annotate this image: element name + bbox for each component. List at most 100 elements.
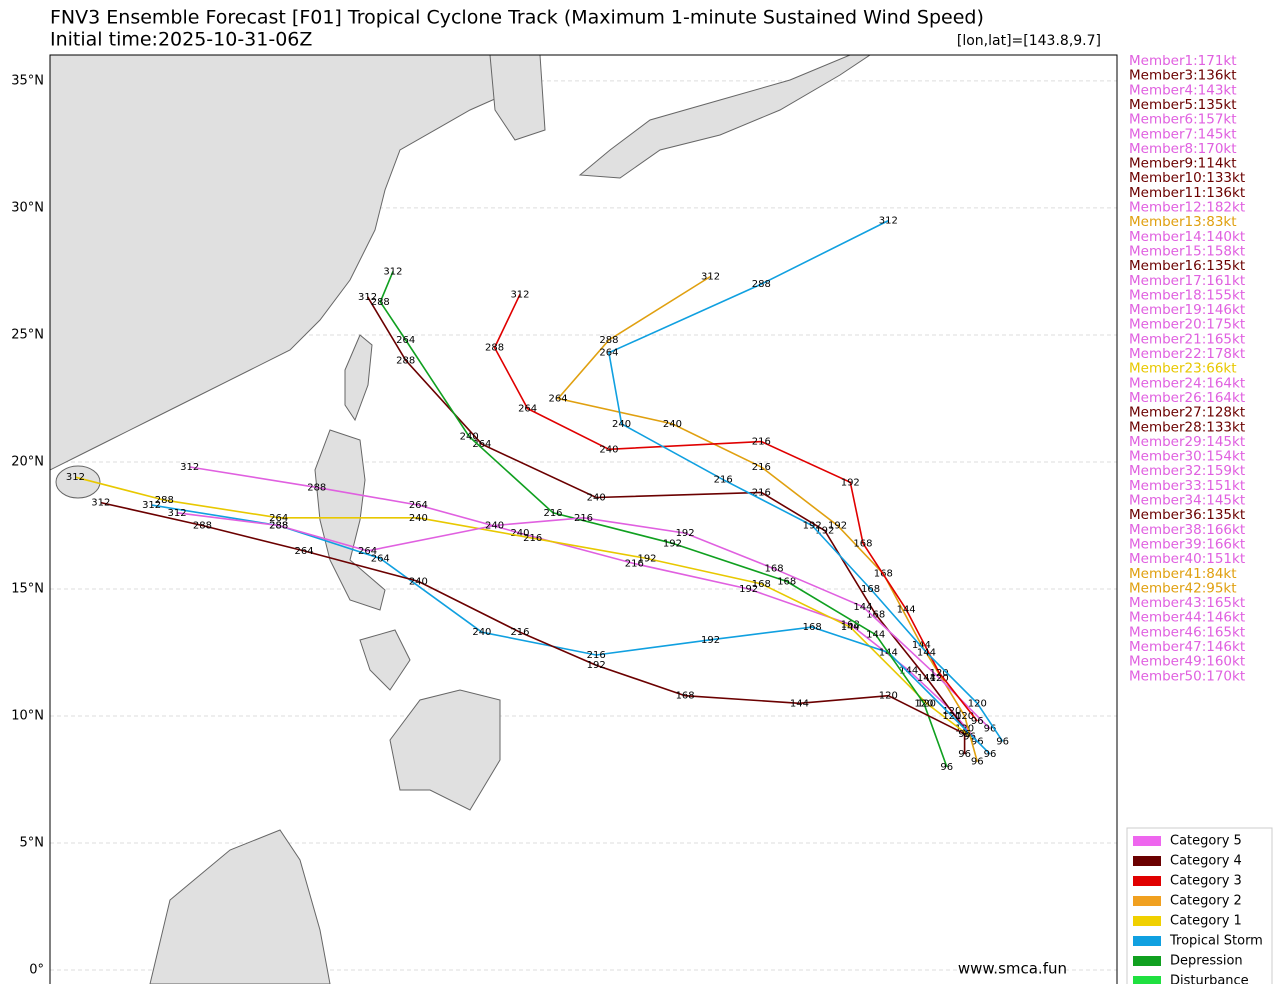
member-list: Member1:171ktMember3:136ktMember4:143ktM… bbox=[1129, 53, 1245, 684]
member-label: Member15:158kt bbox=[1129, 243, 1245, 259]
hour-label: 312 bbox=[142, 500, 161, 511]
legend-swatch bbox=[1133, 976, 1161, 986]
hour-label: 144 bbox=[917, 647, 936, 658]
hour-label: 96 bbox=[958, 729, 971, 740]
lat-tick-label: 15°N bbox=[11, 581, 44, 596]
subtitle: Initial time:2025-10-31-06Z bbox=[50, 29, 312, 51]
hour-label: 216 bbox=[574, 513, 593, 524]
hour-label: 264 bbox=[599, 348, 618, 359]
hour-label: 96 bbox=[984, 749, 997, 760]
member-label: Member7:145kt bbox=[1129, 126, 1237, 142]
hour-label: 168 bbox=[764, 564, 783, 575]
hour-label: 168 bbox=[777, 576, 796, 587]
hour-label: 264 bbox=[472, 439, 491, 450]
hour-label: 168 bbox=[803, 622, 822, 633]
lat-tick-label: 25°N bbox=[11, 327, 44, 342]
hour-label: 168 bbox=[866, 609, 885, 620]
track bbox=[556, 275, 979, 762]
track bbox=[75, 476, 971, 737]
hour-label: 264 bbox=[549, 393, 568, 404]
hour-label: 240 bbox=[472, 627, 491, 638]
member-label: Member27:128kt bbox=[1129, 405, 1245, 421]
hour-label: 240 bbox=[587, 493, 606, 504]
hour-label: 240 bbox=[599, 444, 618, 455]
member-label: Member6:157kt bbox=[1129, 112, 1237, 128]
hour-label: 192 bbox=[803, 520, 822, 531]
hour-label: 312 bbox=[180, 462, 199, 473]
hour-label: 264 bbox=[396, 335, 415, 346]
hour-label: 192 bbox=[637, 553, 656, 564]
hour-label: 144 bbox=[866, 630, 885, 641]
legend-swatch bbox=[1133, 936, 1161, 946]
track bbox=[151, 504, 991, 755]
watermark: www.smca.fun bbox=[958, 960, 1067, 978]
hour-label: 264 bbox=[371, 553, 390, 564]
hour-label: 96 bbox=[971, 716, 984, 727]
hour-label: 216 bbox=[587, 650, 606, 661]
hour-label: 240 bbox=[510, 528, 529, 539]
member-label: Member1:171kt bbox=[1129, 53, 1237, 69]
hour-label: 120 bbox=[914, 698, 933, 709]
cursor-coords: [lon,lat]=[143.8,9.7] bbox=[957, 33, 1101, 49]
land bbox=[149, 829, 331, 984]
hour-label: 192 bbox=[739, 584, 758, 595]
track bbox=[189, 466, 978, 742]
hour-label: 240 bbox=[460, 432, 479, 443]
hour-label: 288 bbox=[485, 343, 504, 354]
hour-label: 192 bbox=[828, 520, 847, 531]
legend-label: Category 4 bbox=[1170, 854, 1242, 869]
tracks: 9612014416819221624026428831296120144168… bbox=[66, 216, 1009, 773]
legend-label: Disturbance bbox=[1170, 974, 1249, 985]
hour-label: 288 bbox=[307, 482, 326, 493]
hour-label: 216 bbox=[625, 559, 644, 570]
member-label: Member24:164kt bbox=[1129, 375, 1245, 391]
land bbox=[359, 629, 411, 691]
member-label: Member34:145kt bbox=[1129, 493, 1245, 509]
member-label: Member4:143kt bbox=[1129, 82, 1237, 98]
land bbox=[389, 689, 501, 811]
member-label: Member49:160kt bbox=[1129, 654, 1245, 670]
track bbox=[100, 501, 965, 735]
track bbox=[493, 293, 978, 722]
hour-label: 288 bbox=[193, 520, 212, 531]
hour-label: 96 bbox=[940, 762, 953, 773]
hour-label: 288 bbox=[155, 495, 174, 506]
track bbox=[379, 271, 948, 768]
lat-tick-label: 20°N bbox=[11, 454, 44, 469]
lat-tick-label: 5°N bbox=[20, 836, 45, 851]
member-label: Member14:140kt bbox=[1129, 229, 1245, 245]
member-label: Member20:175kt bbox=[1129, 317, 1245, 333]
legend-swatch bbox=[1133, 876, 1161, 886]
hour-label: 288 bbox=[396, 355, 415, 366]
member-label: Member10:133kt bbox=[1129, 170, 1245, 186]
hour-label: 312 bbox=[66, 472, 85, 483]
hour-label: 168 bbox=[676, 691, 695, 702]
hour-label: 168 bbox=[752, 579, 771, 590]
hour-label: 312 bbox=[510, 289, 529, 300]
hour-label: 96 bbox=[958, 749, 971, 760]
land bbox=[578, 55, 871, 179]
land bbox=[314, 429, 386, 611]
legend-label: Category 3 bbox=[1170, 874, 1242, 889]
member-label: Member39:166kt bbox=[1129, 536, 1245, 552]
hour-label: 144 bbox=[912, 640, 931, 651]
member-label: Member28:133kt bbox=[1129, 419, 1245, 435]
hour-label: 264 bbox=[518, 404, 537, 415]
hour-label: 144 bbox=[853, 602, 872, 613]
member-label: Member30:154kt bbox=[1129, 449, 1245, 465]
hour-label: 312 bbox=[879, 216, 898, 227]
land bbox=[489, 55, 546, 141]
member-label: Member23:66kt bbox=[1129, 361, 1237, 377]
legend-label: Category 1 bbox=[1170, 914, 1242, 929]
member-label: Member13:83kt bbox=[1129, 214, 1237, 230]
hour-label: 264 bbox=[409, 500, 428, 511]
plot-frame bbox=[49, 54, 1118, 988]
hour-label: 120 bbox=[968, 698, 987, 709]
member-label: Member21:165kt bbox=[1129, 331, 1245, 347]
lat-tick-label: 30°N bbox=[11, 200, 44, 215]
legend-label: Category 2 bbox=[1170, 894, 1242, 909]
hour-label: 264 bbox=[295, 546, 314, 557]
hour-label: 240 bbox=[663, 419, 682, 430]
hour-label: 288 bbox=[599, 335, 618, 346]
land bbox=[344, 334, 373, 422]
